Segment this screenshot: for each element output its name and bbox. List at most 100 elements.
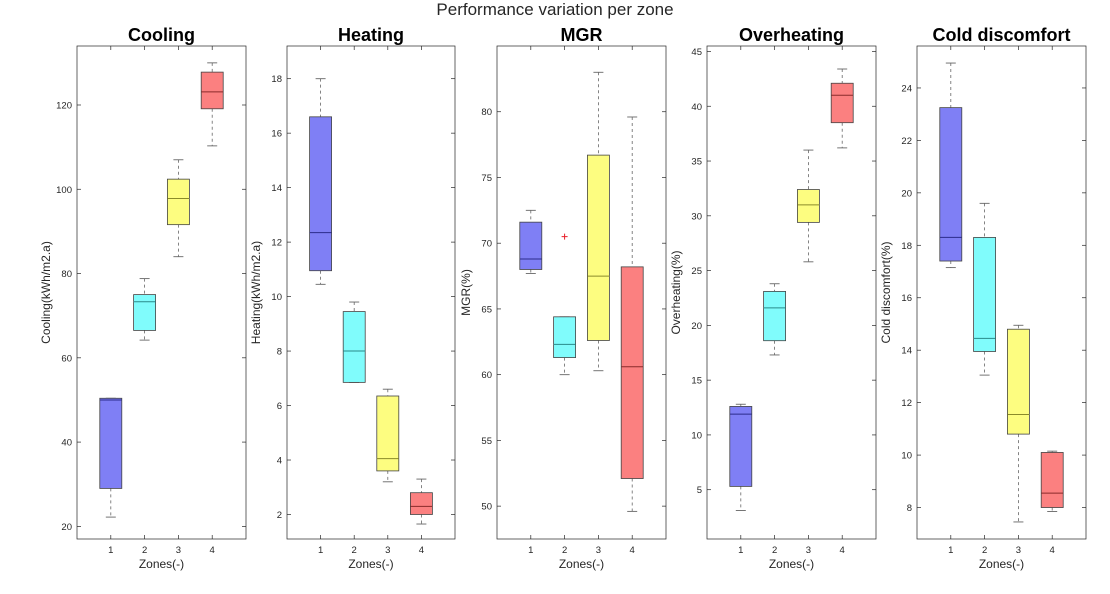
- x-tick-label: 4: [630, 545, 635, 556]
- box-iqr: [342, 311, 366, 383]
- axes-frame: [916, 45, 1087, 540]
- box-zone-3: [587, 71, 610, 372]
- x-tick-label: 4: [419, 545, 424, 556]
- y-tick-label: 45: [691, 47, 702, 58]
- y-axis-label: MGR(%): [459, 269, 473, 316]
- x-tick-label: 4: [840, 545, 845, 556]
- box-iqr: [830, 82, 854, 124]
- box-iqr: [1007, 328, 1030, 435]
- box-zone-3: [797, 149, 820, 263]
- y-tick-label: 10: [691, 430, 702, 441]
- y-tick-label: 55: [481, 436, 492, 447]
- box-iqr: [763, 291, 786, 342]
- x-axis-label: Zones(-): [139, 557, 184, 571]
- x-tick-label: 1: [528, 545, 533, 556]
- x-tick-label: 2: [562, 545, 567, 556]
- x-tick-label: 1: [318, 545, 323, 556]
- y-tick-label: 65: [481, 304, 492, 315]
- box-zone-4: [1040, 450, 1064, 512]
- x-tick-label: 1: [108, 545, 113, 556]
- y-tick-label: 15: [691, 376, 702, 387]
- box-iqr: [166, 178, 190, 226]
- y-tick-label: 20: [61, 522, 72, 533]
- x-tick-label: 3: [176, 545, 181, 556]
- y-axis-label: Overheating(%): [669, 250, 683, 334]
- subplot-title: Heating: [338, 25, 404, 45]
- y-tick-label: 2: [277, 510, 282, 521]
- box-zone-4: [409, 478, 433, 525]
- y-tick-label: 10: [271, 292, 282, 303]
- y-tick-label: 25: [691, 266, 702, 277]
- y-tick-label: 35: [691, 157, 702, 168]
- x-tick-label: 4: [1050, 545, 1055, 556]
- box-iqr: [309, 116, 333, 272]
- y-tick-label: 8: [907, 503, 912, 514]
- y-tick-label: 16: [901, 293, 912, 304]
- box-iqr: [133, 294, 157, 331]
- box-iqr: [519, 221, 543, 270]
- y-tick-label: 70: [481, 239, 492, 250]
- y-tick-label: 80: [61, 269, 72, 280]
- y-tick-label: 16: [271, 129, 282, 140]
- y-tick-label: 14: [271, 183, 282, 194]
- outlier-marker: [561, 233, 568, 240]
- box-iqr: [99, 397, 123, 489]
- y-tick-label: 18: [901, 241, 912, 252]
- axes-frame: [76, 45, 247, 540]
- box-zone-2: [973, 202, 996, 376]
- x-tick-label: 3: [1016, 545, 1021, 556]
- box-iqr: [939, 107, 963, 262]
- x-tick-label: 1: [948, 545, 953, 556]
- box-zone-4: [620, 116, 644, 512]
- x-tick-label: 2: [982, 545, 987, 556]
- box-zone-1: [99, 397, 123, 518]
- subplot-title: Cooling: [128, 25, 195, 45]
- y-tick-label: 100: [56, 185, 72, 196]
- x-tick-label: 4: [210, 545, 215, 556]
- box-zone-3: [1007, 324, 1030, 523]
- y-axis-label: Heating(kWh/m2.a): [249, 241, 263, 344]
- box-iqr: [620, 266, 644, 479]
- x-axis-label: Zones(-): [769, 557, 814, 571]
- y-tick-label: 20: [691, 321, 702, 332]
- box-iqr: [1040, 452, 1064, 508]
- axes-frame: [496, 45, 667, 540]
- subplot-1: Cooling 20 40 60 80 100 120 1 2 3 4 Zones(-) Cooling…: [39, 25, 247, 571]
- y-tick-label: 40: [61, 438, 72, 449]
- y-tick-label: 60: [481, 370, 492, 381]
- y-tick-label: 75: [481, 173, 492, 184]
- y-tick-label: 5: [697, 485, 702, 496]
- x-tick-label: 2: [142, 545, 147, 556]
- box-zone-2: [553, 316, 576, 376]
- box-zone-2: [133, 278, 157, 341]
- box-zone-1: [939, 62, 963, 269]
- y-tick-label: 50: [481, 502, 492, 513]
- x-axis-label: Zones(-): [348, 557, 393, 571]
- box-zone-4: [830, 68, 854, 149]
- y-tick-label: 20: [901, 188, 912, 199]
- box-zone-1: [519, 209, 543, 274]
- y-tick-label: 12: [271, 238, 282, 249]
- box-iqr: [587, 154, 610, 341]
- subplot-4: Overheating 5 10 15 20 25 30 35 40 45 1 2 3 4 Zones(-)…: [669, 25, 877, 571]
- x-tick-label: 3: [596, 545, 601, 556]
- y-tick-label: 30: [691, 211, 702, 222]
- y-tick-label: 8: [277, 347, 282, 358]
- x-tick-label: 1: [738, 545, 743, 556]
- box-iqr: [200, 71, 224, 110]
- box-zone-3: [376, 388, 400, 483]
- box-iqr: [553, 316, 576, 358]
- subplot-title: Cold discomfort: [933, 25, 1071, 45]
- y-tick-label: 120: [56, 100, 72, 111]
- box-zone-2: [342, 301, 366, 383]
- box-iqr: [409, 492, 433, 515]
- y-tick-label: 14: [901, 346, 912, 357]
- subplot-3: MGR 50 55 60 65 70 75 80 1 2 3 4 Zones(-) MGR(%): [459, 25, 667, 571]
- subplot-title: MGR: [561, 25, 603, 45]
- box-iqr: [973, 237, 996, 352]
- y-tick-label: 22: [901, 136, 912, 147]
- box-iqr: [729, 406, 753, 487]
- subplot-title: Overheating: [739, 25, 844, 45]
